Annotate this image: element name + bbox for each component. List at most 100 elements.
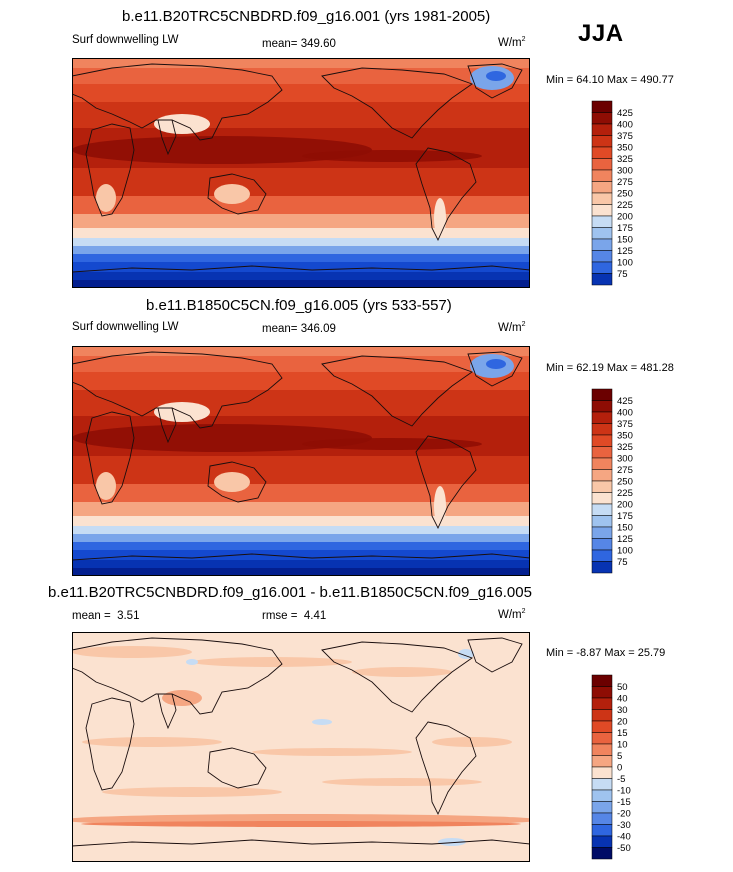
colorbar-swatch — [591, 227, 613, 240]
colorbar-swatch — [591, 755, 613, 768]
colorbar-tick-label: -15 — [617, 797, 631, 808]
anomaly-patch — [432, 737, 512, 747]
colorbar-tick-label: -10 — [617, 786, 631, 797]
colorbar-swatch — [591, 526, 613, 539]
colorbar-tick-label: 15 — [617, 728, 628, 739]
colorbar-tick-label: 350 — [617, 431, 633, 442]
colorbar-swatch — [591, 812, 613, 825]
colorbar-swatch — [591, 697, 613, 710]
coastline — [85, 411, 135, 505]
coastline — [85, 123, 135, 217]
panel-2-minmax: Min = 62.19 Max = 481.28 — [546, 362, 674, 374]
colorbar-tick-label: 325 — [617, 154, 633, 165]
colorbar-swatch — [591, 743, 613, 756]
colorbar-tick-label: 425 — [617, 396, 633, 407]
colorbar-tick-label: 225 — [617, 200, 633, 211]
colorbar-tick-label: 225 — [617, 488, 633, 499]
colorbar-tick-label: 125 — [617, 246, 633, 257]
colorbar-swatch — [591, 388, 613, 401]
colorbar-tick-label: 150 — [617, 235, 633, 246]
colorbar-tick-label: -20 — [617, 809, 631, 820]
panel-1-units: W/m2 — [498, 36, 526, 49]
coastline — [415, 147, 477, 242]
latitude-band — [72, 550, 530, 560]
panel-1-minmax: Min = 64.10 Max = 490.77 — [546, 74, 674, 86]
coastline — [207, 461, 267, 503]
colorbar-tick-label: 150 — [617, 523, 633, 534]
colorbar-swatch — [591, 273, 613, 286]
colorbar-tick-label: 40 — [617, 694, 628, 705]
latitude-band — [72, 502, 530, 516]
colorbar-tick-label: 250 — [617, 477, 633, 488]
colorbar-swatch — [591, 674, 613, 687]
colorbar-swatch — [591, 732, 613, 745]
colorbar-swatch — [591, 492, 613, 505]
colorbar-swatch — [591, 434, 613, 447]
greenland-ice-core — [486, 359, 506, 369]
latitude-band — [72, 262, 530, 272]
latitude-band — [72, 356, 530, 372]
colorbar-swatch — [591, 824, 613, 837]
coastline — [207, 747, 267, 789]
colorbar-tick-label: 425 — [617, 108, 633, 119]
colorbar-tick-label: 300 — [617, 166, 633, 177]
latitude-band — [72, 390, 530, 416]
latitude-band — [72, 560, 530, 568]
panel-2-mean: mean= 346.09 — [262, 323, 336, 335]
colorbar-tick-label: 175 — [617, 223, 633, 234]
itcz-band — [302, 438, 482, 450]
panel-3-title: b.e11.B20TRC5CNBDRD.f09_g16.001 - b.e11.… — [48, 584, 532, 601]
colorbar-swatch — [591, 123, 613, 136]
coastline — [72, 839, 530, 847]
anomaly-patch — [322, 778, 482, 786]
latitude-band — [72, 534, 530, 542]
coastline — [321, 355, 473, 427]
colorbar-tick-label: 250 — [617, 189, 633, 200]
latitude-band — [72, 280, 530, 288]
colorbar-tick-label: 375 — [617, 419, 633, 430]
panel-3-map — [72, 632, 530, 862]
coastline — [157, 119, 177, 156]
colorbar-swatch — [591, 423, 613, 436]
map-frame — [72, 346, 530, 576]
panel-2-mean-value: 346.09 — [300, 323, 336, 335]
coastline — [415, 721, 477, 816]
colorbar-swatch — [591, 261, 613, 274]
coastline — [321, 67, 473, 139]
negative-anomaly — [458, 649, 474, 659]
panel-1-mean: mean= 349.60 — [262, 38, 336, 50]
australia-interior — [214, 184, 250, 204]
coastline — [207, 173, 267, 215]
colorbar-swatch — [591, 766, 613, 779]
latitude-band — [72, 228, 530, 238]
andes-region — [434, 486, 446, 526]
colorbar-swatch — [591, 100, 613, 113]
latitude-band — [72, 372, 530, 390]
colorbar-tick-label: 75 — [617, 557, 628, 568]
latitude-band — [72, 254, 530, 262]
latitude-band — [72, 542, 530, 550]
latitude-band — [72, 238, 530, 246]
colorbar-swatch — [591, 538, 613, 551]
andes-region — [434, 198, 446, 238]
colorbar-tick-label: 375 — [617, 131, 633, 142]
coastline — [157, 693, 177, 730]
colorbar-swatch — [591, 561, 613, 574]
warm-pool — [72, 136, 372, 164]
latitude-band — [72, 484, 530, 502]
colorbar-swatch — [591, 411, 613, 424]
panel-1-mean-label: mean= — [262, 38, 298, 50]
coastline — [415, 435, 477, 530]
colorbar-tick-label: 175 — [617, 511, 633, 522]
itcz-band — [302, 150, 482, 162]
latitude-band — [72, 84, 530, 102]
map-frame — [72, 58, 530, 288]
anomaly-patch — [192, 657, 352, 667]
colorbar-swatch — [591, 469, 613, 482]
colorbar-tick-label: -50 — [617, 843, 631, 854]
colorbar-swatch — [591, 778, 613, 791]
panel-2-title: b.e11.B1850C5CN.f09_g16.005 (yrs 533-557… — [146, 297, 452, 314]
colorbar-tick-label: 75 — [617, 269, 628, 280]
colorbar-swatch — [591, 112, 613, 125]
